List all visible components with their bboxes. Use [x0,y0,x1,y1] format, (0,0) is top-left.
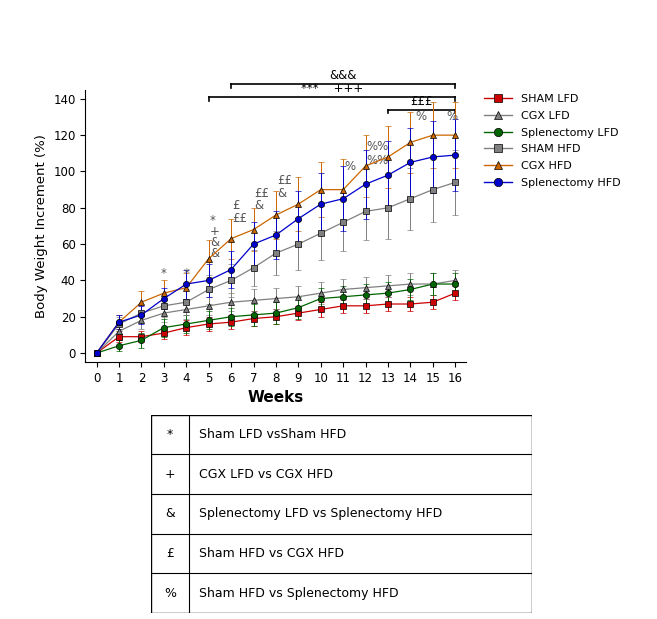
Text: *: * [210,214,215,227]
Y-axis label: Body Weight Increment (%): Body Weight Increment (%) [35,134,48,318]
Text: Sham LFD vsSham HFD: Sham LFD vsSham HFD [198,428,346,441]
Text: &&&: &&& [330,69,357,82]
X-axis label: Weeks: Weeks [248,391,304,405]
Text: *: * [183,267,189,280]
Text: %%: %% [367,139,389,152]
Text: ££: ££ [255,187,269,200]
Text: %: % [164,586,176,600]
Text: +: + [210,225,219,238]
Text: &: & [277,187,286,200]
Text: CGX LFD vs CGX HFD: CGX LFD vs CGX HFD [198,467,332,481]
Text: &: & [255,199,263,212]
Text: ££: ££ [232,212,247,225]
Text: %: % [344,160,355,173]
Text: %%: %% [367,154,389,167]
Text: +: + [165,467,175,481]
Legend: SHAM LFD, CGX LFD, Splenectomy LFD, SHAM HFD, CGX HFD, Splenectomy HFD: SHAM LFD, CGX LFD, Splenectomy LFD, SHAM… [480,90,625,192]
Text: £: £ [166,547,174,560]
Text: Sham HFD vs CGX HFD: Sham HFD vs CGX HFD [198,547,344,560]
Text: Splenectomy LFD vs Splenectomy HFD: Splenectomy LFD vs Splenectomy HFD [198,507,442,521]
Text: £££: £££ [411,95,433,108]
Text: &: & [210,236,219,249]
Text: &: & [210,246,219,260]
Text: *: * [161,267,167,280]
Text: £: £ [232,199,240,212]
Text: *: * [167,428,173,441]
Text: ££: ££ [277,174,292,187]
Text: %: % [446,110,457,124]
Text: Sham HFD vs Splenectomy HFD: Sham HFD vs Splenectomy HFD [198,586,398,600]
Text: %: % [415,110,426,124]
Text: ***    +++: *** +++ [301,82,363,95]
Text: &: & [166,507,175,521]
